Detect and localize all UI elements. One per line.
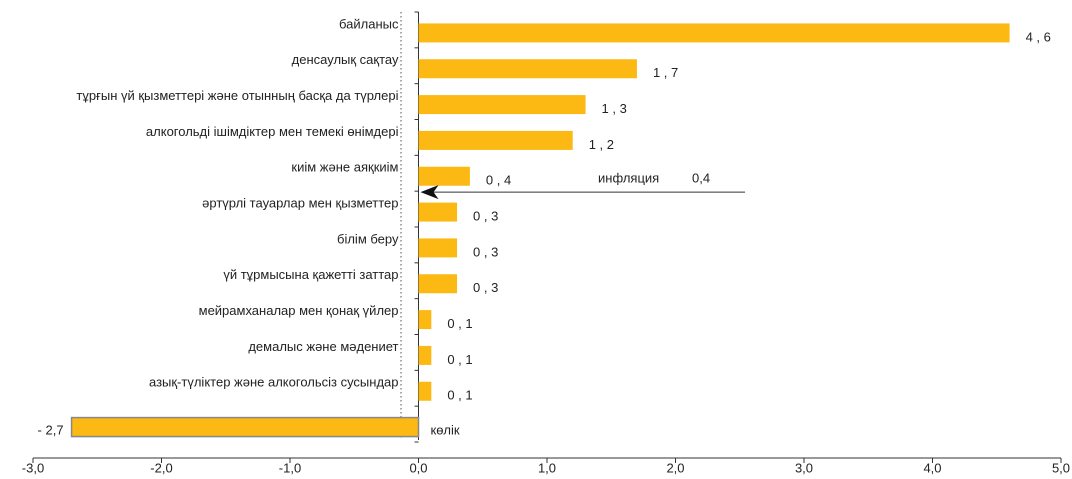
arrow-head <box>420 185 439 200</box>
data-label: 1 , 3 <box>602 101 627 116</box>
bar <box>418 310 432 330</box>
bar <box>418 345 432 365</box>
bar <box>418 23 1010 43</box>
category-label: денсаулық сақтау <box>292 52 399 67</box>
x-tick-label: 5,0 <box>1052 460 1070 475</box>
x-tick-label: -1,0 <box>279 460 301 475</box>
annotation-text: инфляция <box>598 171 659 186</box>
data-label: 0 , 3 <box>473 280 498 295</box>
category-label: киім және аяқкиім <box>291 160 398 175</box>
bar <box>418 202 458 222</box>
x-tick-label: 1,0 <box>538 460 556 475</box>
data-label: 0 , 3 <box>473 209 498 224</box>
data-label: 1 , 7 <box>653 65 678 80</box>
bar <box>418 130 573 150</box>
category-label: тұрғын үй қызметтері және отынның басқа … <box>76 88 398 103</box>
x-tick-label: -2,0 <box>150 460 172 475</box>
bar <box>70 416 420 438</box>
bar <box>418 274 458 294</box>
data-label: 0 , 1 <box>447 316 472 331</box>
data-label: - 2,7 <box>38 423 64 438</box>
category-label: үй тұрмысына қажетті заттар <box>223 267 398 282</box>
category-label: алкогольді ішімдіктер мен темекі өнімдер… <box>146 124 399 139</box>
data-label: 4 , 6 <box>1026 29 1051 44</box>
category-label: байланыс <box>339 16 399 31</box>
data-label: 0 , 4 <box>486 173 511 188</box>
data-label: 1 , 2 <box>589 137 614 152</box>
bar <box>418 238 458 258</box>
bar <box>418 95 586 115</box>
category-label: әртүрлі тауарлар мен қызметтер <box>202 196 398 211</box>
annotation-value: 0,4 <box>692 171 710 186</box>
category-label: азық-түліктер және алкогольсіз сусындар <box>149 375 399 390</box>
data-label: 0 , 1 <box>447 388 472 403</box>
bar <box>418 59 637 79</box>
x-tick-label: 2,0 <box>666 460 684 475</box>
bar <box>418 381 432 401</box>
x-tick-label: -3,0 <box>22 460 44 475</box>
bar <box>418 166 470 186</box>
category-label: көлік <box>431 423 460 438</box>
data-label: 0 , 1 <box>447 352 472 367</box>
x-tick-label: 4,0 <box>923 460 941 475</box>
category-label: мейрамханалар мен қонақ үйлер <box>199 303 399 318</box>
data-label: 0 , 3 <box>473 244 498 259</box>
x-tick-label: 0,0 <box>409 460 427 475</box>
x-tick-label: 3,0 <box>795 460 813 475</box>
category-label: демалыс және мәдениет <box>248 339 398 354</box>
category-label: білім беру <box>337 231 399 246</box>
